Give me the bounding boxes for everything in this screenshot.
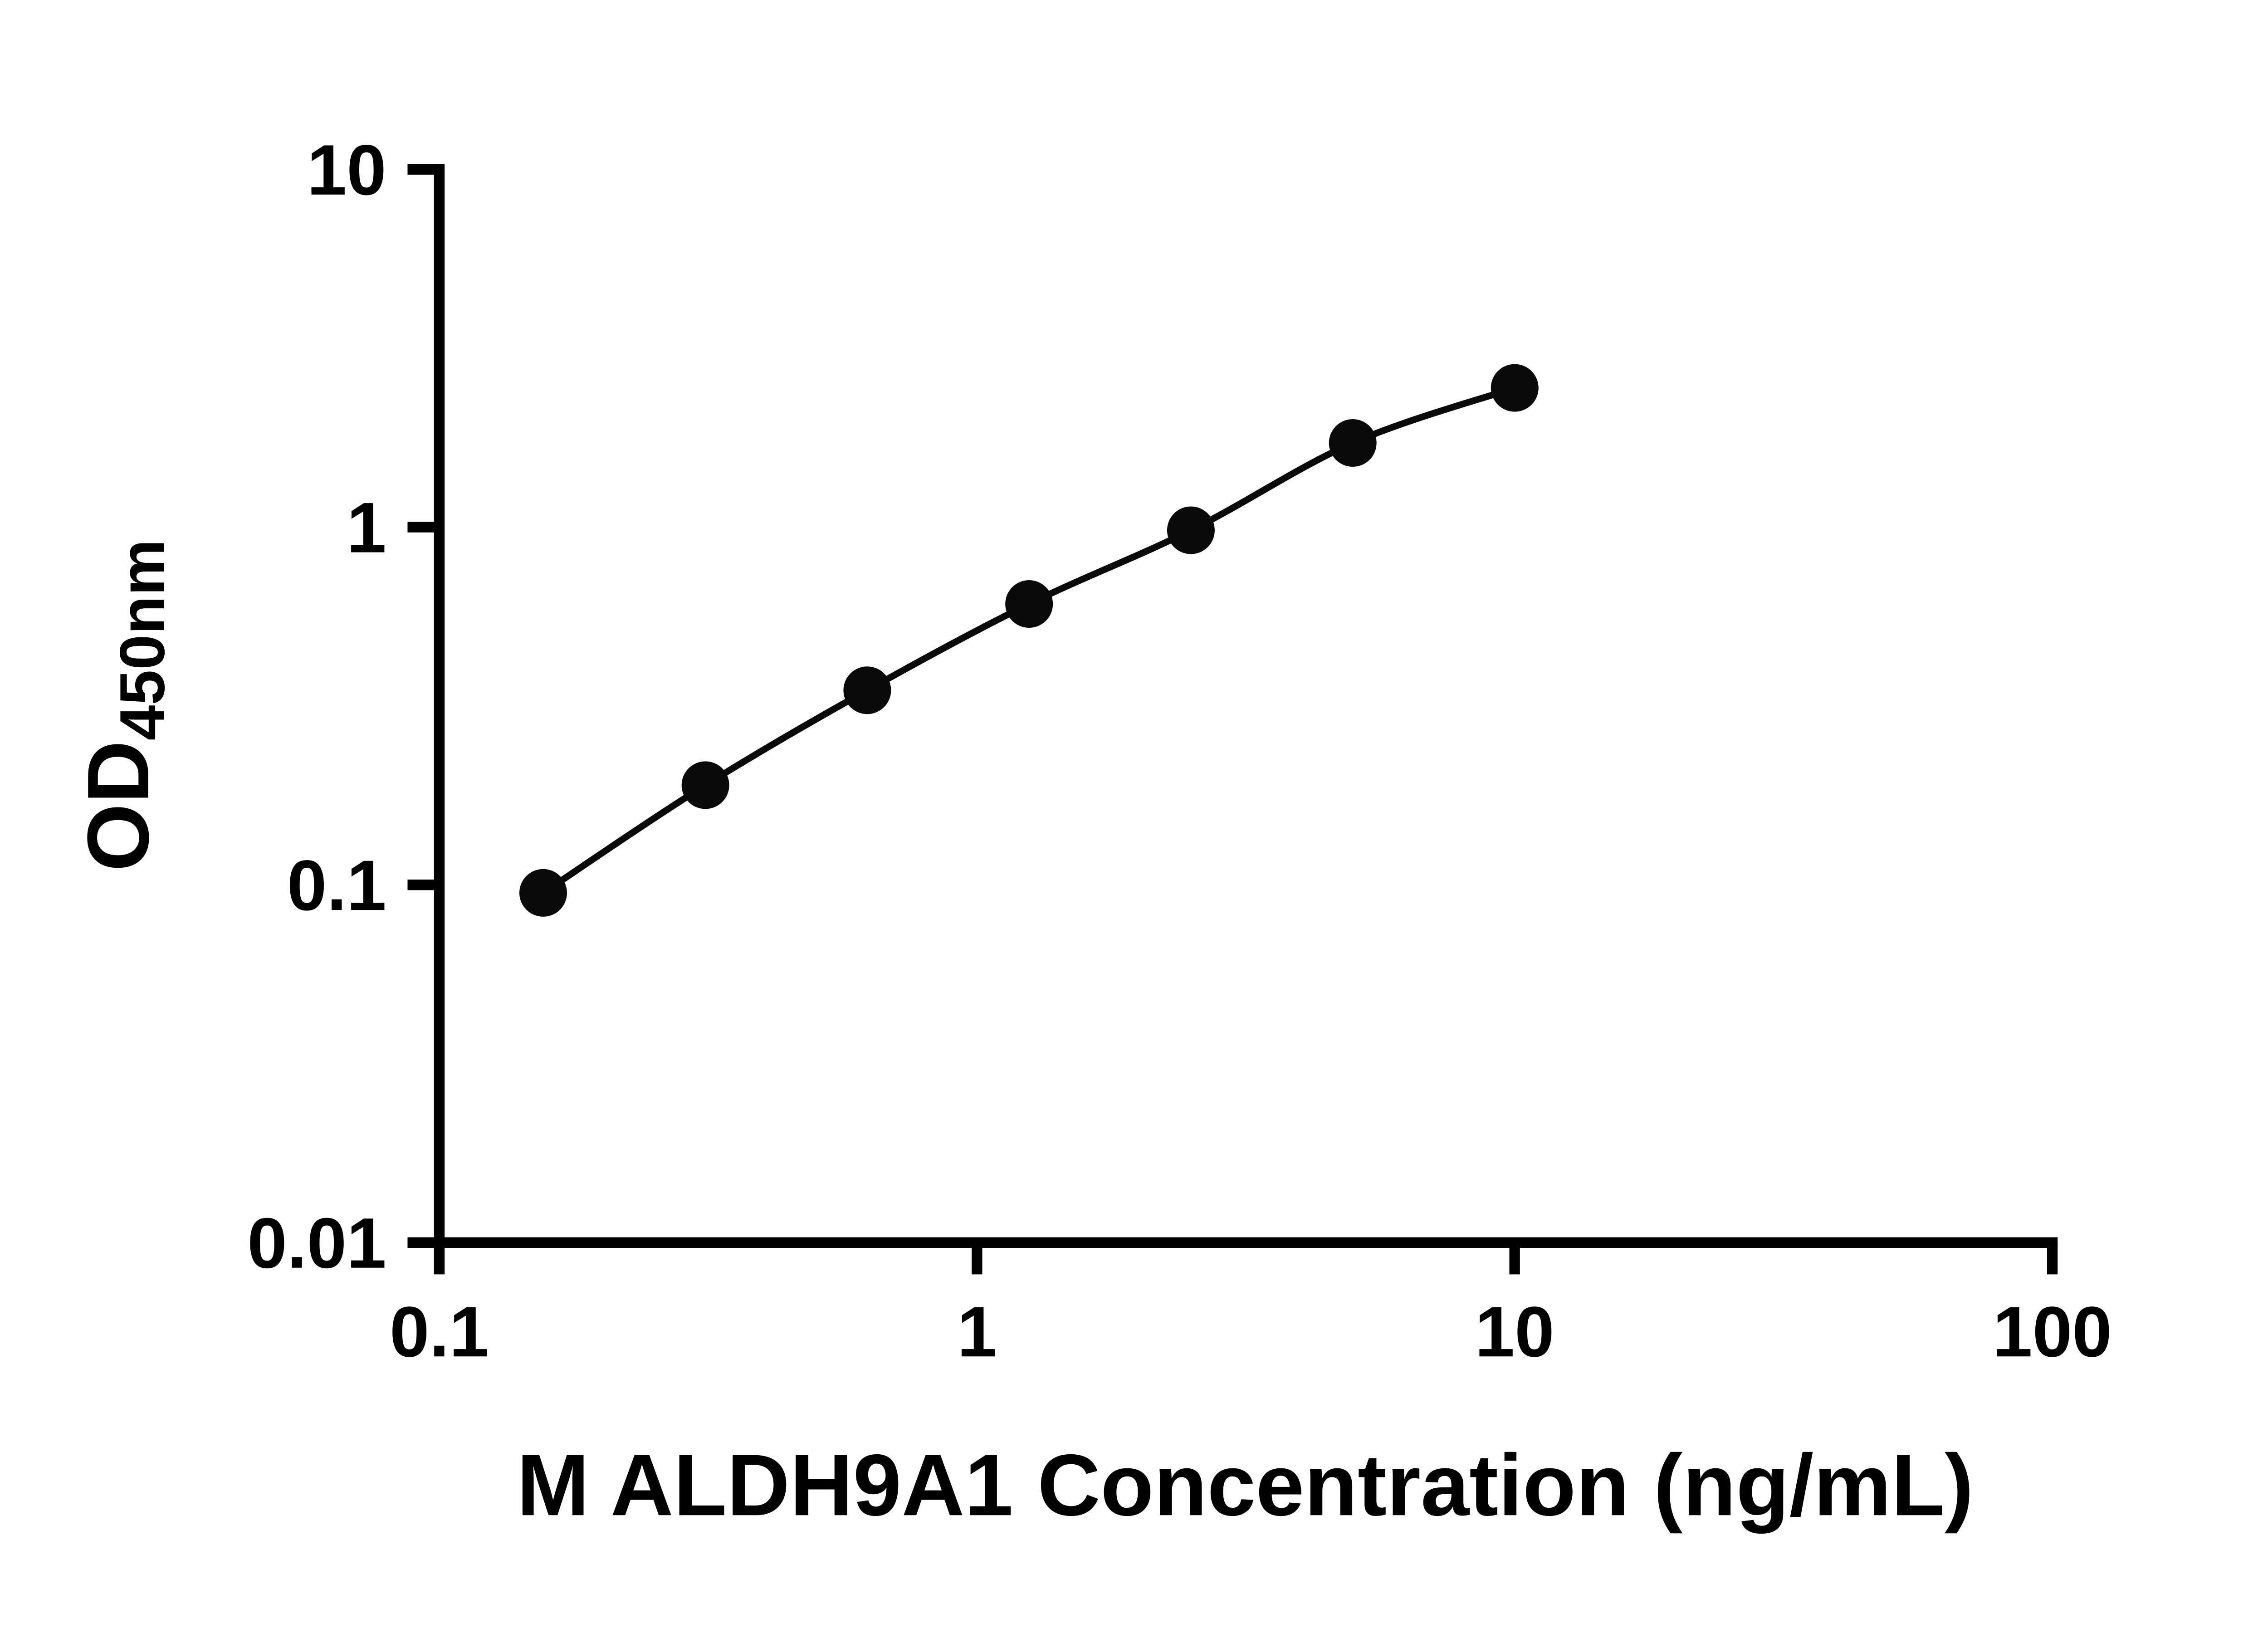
axis-lines [434, 164, 2058, 1248]
data-point-marker [681, 761, 729, 809]
axes [434, 164, 2058, 1248]
x-tick-label: 0.1 [390, 1292, 489, 1372]
y-axis-title-subscript: 450nm [107, 539, 178, 741]
data-point-marker [843, 666, 891, 714]
standard-curve-line [541, 385, 1516, 896]
data-series [519, 364, 1539, 917]
y-tick-label: 10 [307, 130, 386, 210]
data-point-marker [1167, 506, 1215, 554]
y-axis-title-main: OD [69, 740, 167, 871]
y-tick-label: 0.1 [287, 846, 386, 925]
data-point-marker [519, 869, 567, 917]
data-point-marker [1329, 419, 1377, 467]
y-tick-label: 1 [347, 488, 386, 568]
data-point-marker [1005, 580, 1053, 628]
x-axis-title: M ALDH9A1 Concentration (ng/mL) [517, 1436, 1974, 1534]
y-axis-title: OD450nm [69, 539, 178, 871]
data-point-marker [1491, 364, 1539, 412]
y-tick-label: 0.01 [247, 1203, 386, 1283]
x-tick-label: 10 [1475, 1292, 1554, 1372]
x-tick-label: 1 [957, 1292, 997, 1372]
tick-marks [407, 164, 2058, 1275]
x-tick-label: 100 [1993, 1292, 2112, 1372]
